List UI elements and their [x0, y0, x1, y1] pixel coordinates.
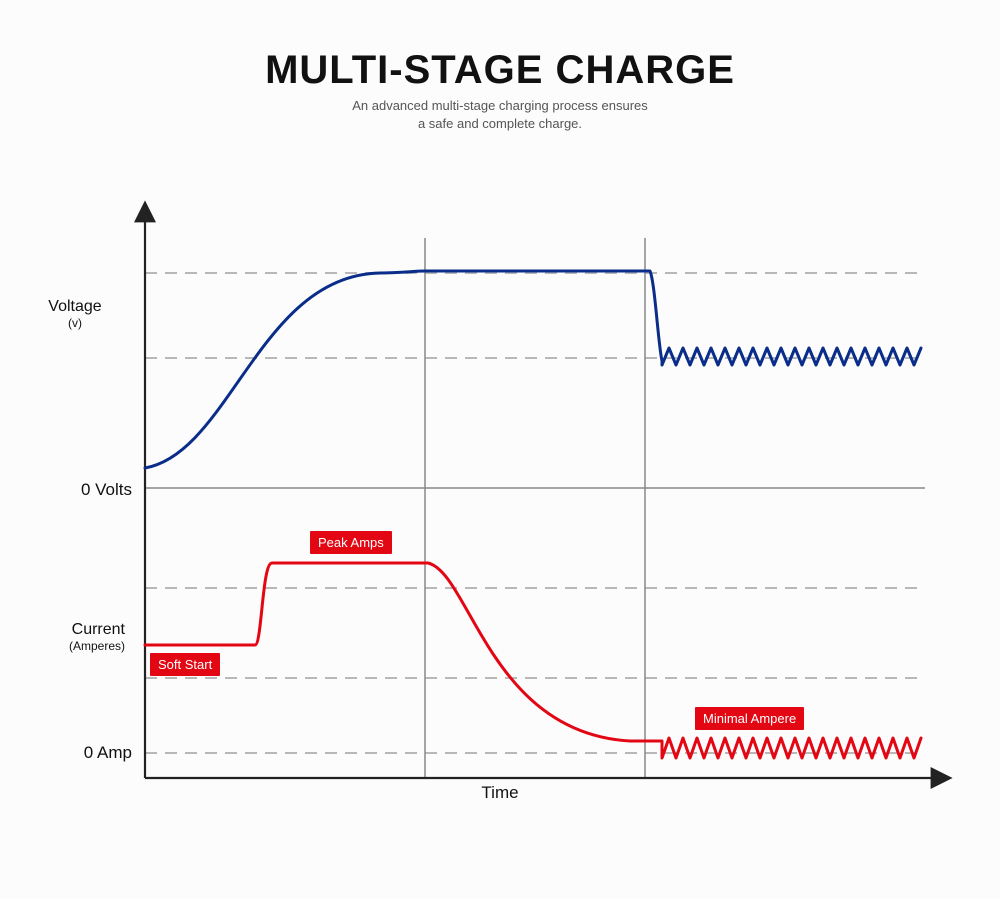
y-label-voltage-text: Voltage	[48, 298, 101, 315]
subtitle-line-1: An advanced multi-stage charging process…	[352, 98, 648, 113]
y-label-voltage: Voltage (v)	[30, 298, 120, 330]
zero-volts-label: 0 Volts	[42, 480, 132, 500]
y-label-voltage-sub: (v)	[30, 316, 120, 330]
chart-svg	[50, 213, 950, 813]
subtitle-line-2: a safe and complete charge.	[418, 116, 582, 131]
y-label-current-sub: (Amperes)	[30, 639, 125, 653]
chart-title: MULTI-STAGE CHARGE	[0, 48, 1000, 93]
zero-amp-label: 0 Amp	[42, 743, 132, 763]
tag-minimal-ampere: Minimal Ampere	[695, 707, 804, 730]
y-label-current-text: Current	[72, 621, 125, 638]
chart-area: Voltage (v) 0 Volts Current (Amperes) 0 …	[50, 213, 950, 813]
tag-soft-start: Soft Start	[150, 653, 220, 676]
x-axis-label: Time	[50, 783, 950, 803]
y-label-current: Current (Amperes)	[30, 621, 125, 653]
tag-peak-amps: Peak Amps	[310, 531, 392, 554]
chart-subtitle: An advanced multi-stage charging process…	[0, 97, 1000, 133]
